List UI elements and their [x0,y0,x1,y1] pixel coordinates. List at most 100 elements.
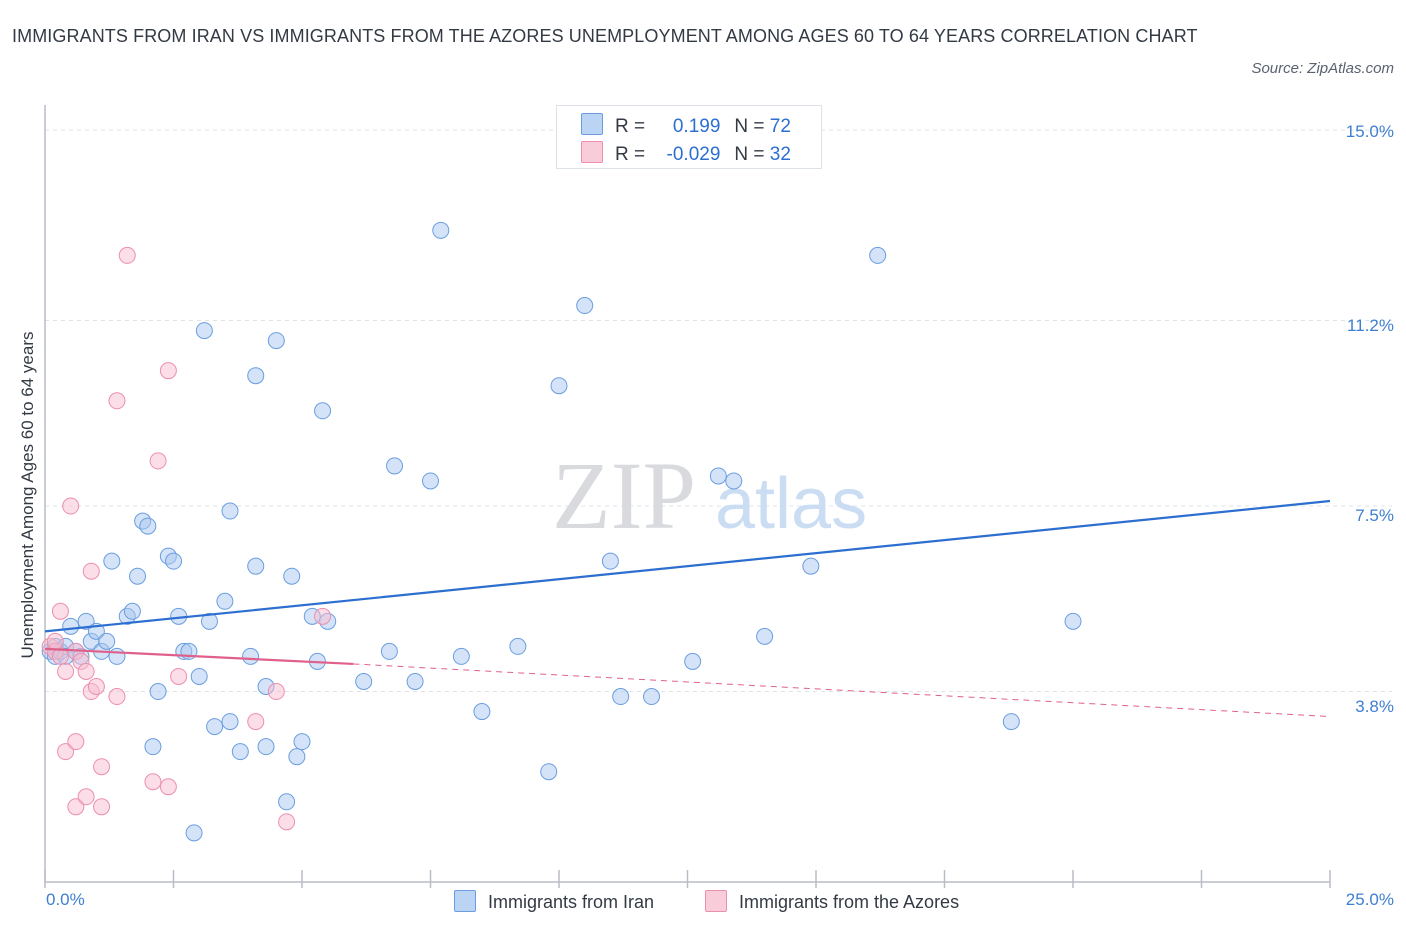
azores-n-value: 32 [769,144,791,165]
iran-point [77,612,95,630]
iran-point [386,457,404,475]
azores-point [144,773,162,791]
azores-point [77,662,95,680]
azores-n-label: N = [734,144,765,165]
trend-lines [44,499,1331,718]
axes [44,105,1331,888]
azores-trend-extension [353,663,1331,718]
azores-point [314,607,332,625]
azores-point [159,362,177,380]
legend-row-azores: R = -0.029 N = 32 [581,141,791,165]
iran-point [278,793,296,811]
iran-point [129,567,147,585]
iran-point [144,738,162,756]
iran-point [355,672,373,690]
iran-trend-line [44,499,1331,633]
iran-point [540,763,558,781]
azores-point [57,662,75,680]
azores-point [51,647,69,665]
iran-point [242,647,260,665]
azores-point [278,813,296,831]
iran-point [643,688,661,706]
azores-point [67,798,85,816]
y-tick-label: 11.2% [1347,316,1394,335]
iran-r-label: R = [615,116,646,137]
data-points [41,221,1082,842]
iran-point [709,467,727,485]
iran-n-label: N = [734,116,765,137]
iran-point [432,221,450,239]
iran-point [684,652,702,670]
iran-point [98,632,116,650]
y-tick-label: 3.8% [1355,697,1394,716]
azores-point [170,667,188,685]
watermark-zip: ZIP [552,442,696,549]
iran-swatch [581,113,603,135]
iran-point [257,738,275,756]
iran-n-value: 72 [769,116,791,137]
iran-point [139,517,157,535]
iran-point [314,402,332,420]
grid-lines [45,129,1392,693]
iran-point [550,377,568,395]
iran-point [1064,612,1082,630]
x-tick-label-max: 25.0% [1345,890,1394,909]
iran-point [103,552,121,570]
legend-row-iran: R = 0.199 N = 72 [581,113,791,137]
iran-point [601,552,619,570]
azores-point [46,632,64,650]
azores-point [159,778,177,796]
azores-point [77,788,95,806]
iran-point [1002,713,1020,731]
iran-point [283,567,301,585]
iran-point [195,322,213,340]
iran-point [221,713,239,731]
iran-point [206,718,224,736]
iran-point [165,552,182,570]
iran-point [612,688,630,706]
iran-point [509,637,527,655]
iran-point [380,642,398,660]
iran-point [190,667,208,685]
azores-swatch [581,141,603,163]
iran-point [725,472,743,490]
iran-point [247,367,265,385]
watermark: ZIP atlas [552,442,867,549]
iran-point [869,246,887,264]
iran-point [576,297,594,315]
azores-point [67,733,85,751]
azores-point [247,713,265,731]
iran-point [802,557,820,575]
iran-r-value: 0.199 [672,116,721,137]
iran-point [221,502,239,520]
source-note: Source: ZipAtlas.com [1251,60,1394,77]
iran-legend-label: Immigrants from Iran [488,892,655,912]
azores-point [57,743,75,761]
azores-point [51,602,69,620]
azores-point [82,562,100,580]
y-tick-label: 15.0% [1345,122,1394,141]
y-axis-title: Unemployment Among Ages 60 to 64 years [18,331,37,659]
iran-point [185,824,203,842]
iran-point [200,612,218,630]
iran-point [756,627,774,645]
chart-title: IMMIGRANTS FROM IRAN VS IMMIGRANTS FROM … [12,26,1198,46]
azores-point [108,392,126,410]
iran-point [62,617,80,635]
iran-point [473,703,491,721]
azores-point [267,683,285,701]
x-tick-label-min: 0.0% [46,890,85,909]
azores-r-value: -0.029 [666,144,721,165]
iran-point [231,743,249,761]
azores-legend-swatch [705,890,727,912]
iran-point [288,748,306,766]
correlation-legend: R = 0.199 N = 72 R = -0.029 N = 32 [556,105,822,169]
legend-item-azores[interactable]: Immigrants from the Azores [705,890,959,913]
azores-point [93,758,111,776]
iran-point [267,332,285,350]
legend-item-iran[interactable]: Immigrants from Iran [454,890,654,913]
azores-point [93,798,111,816]
iran-point [422,472,439,490]
iran-point [247,557,265,575]
